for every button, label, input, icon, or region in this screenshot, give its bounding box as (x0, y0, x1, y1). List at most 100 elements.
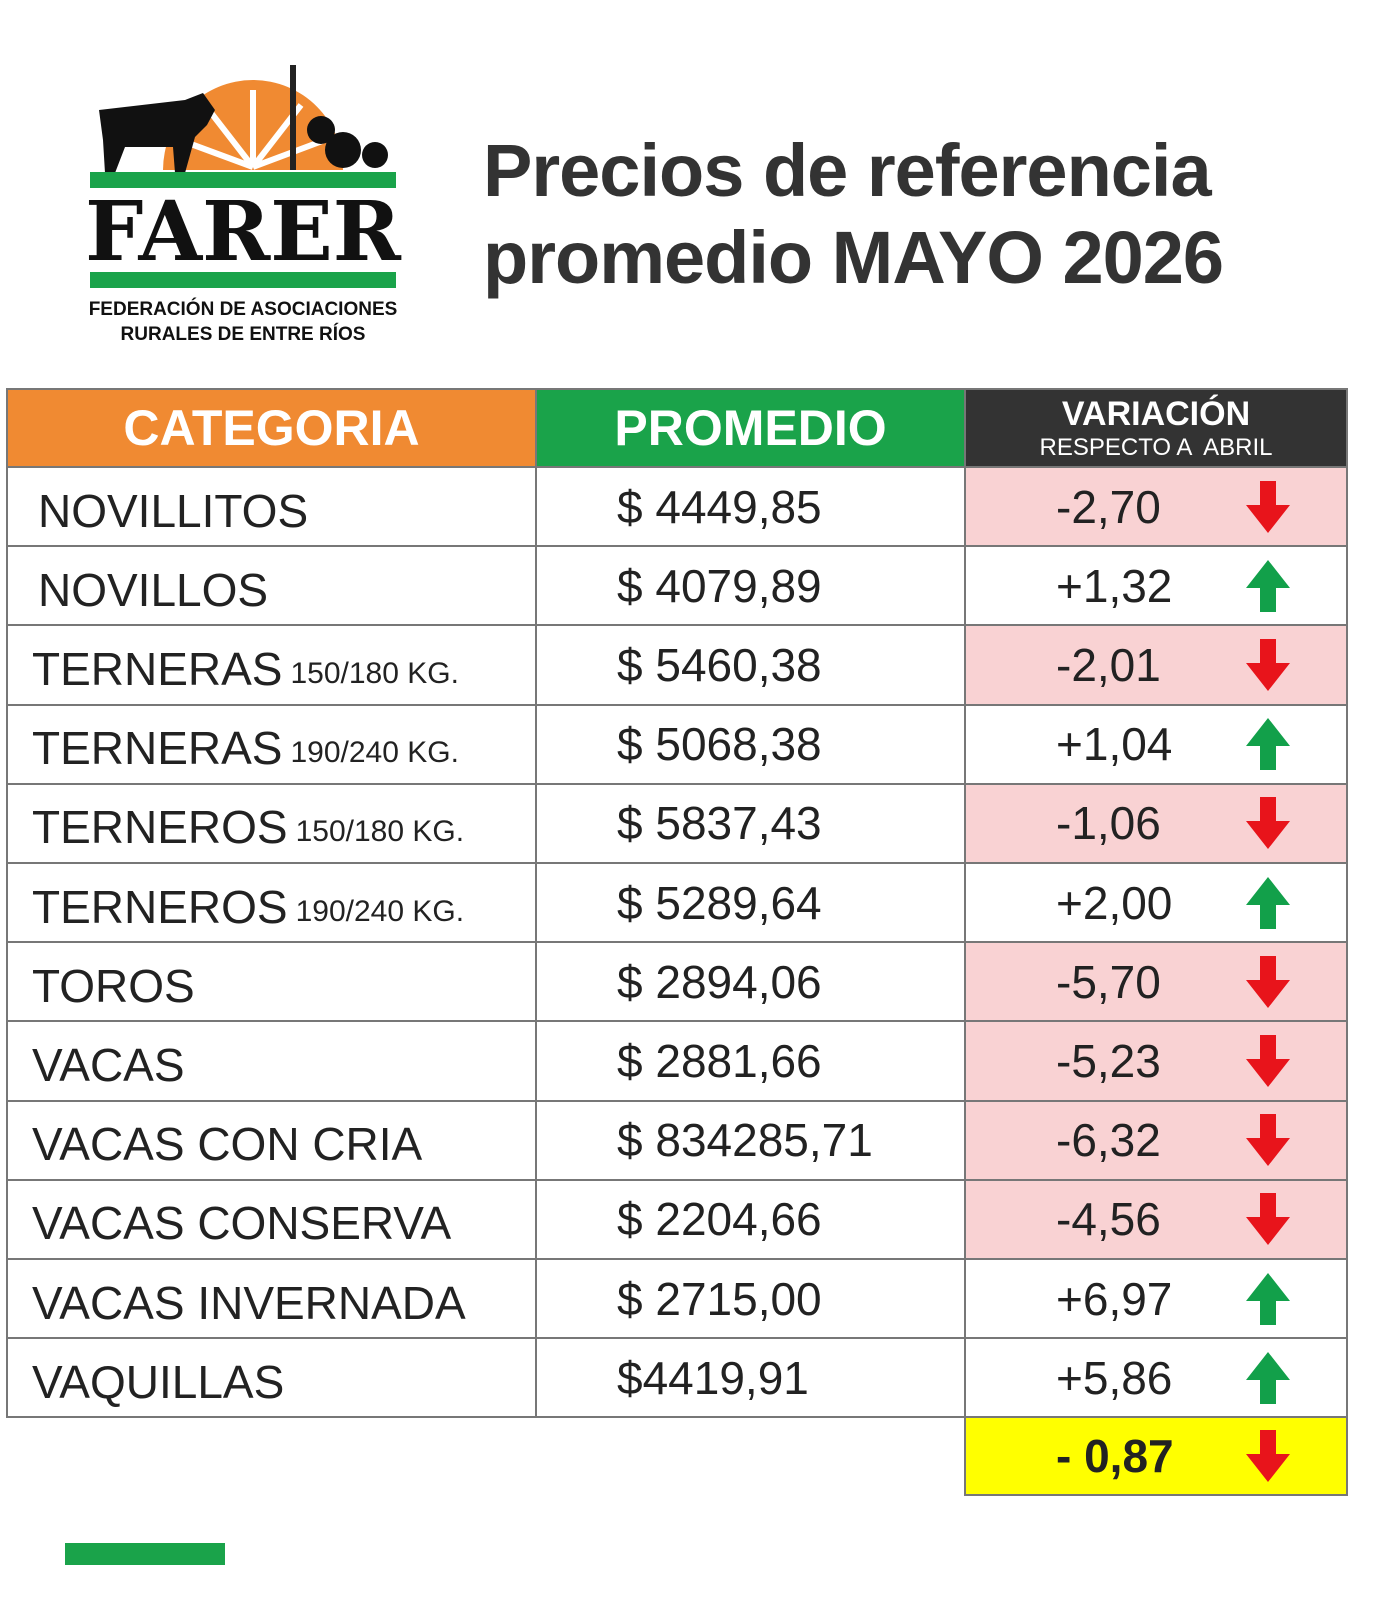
total-cell: - 0,87 (964, 1416, 1348, 1496)
category-name: TERNERAS (32, 722, 283, 775)
category-cell: VAQUILLAS (6, 1337, 537, 1419)
variation-cell: -2,01 (964, 624, 1348, 706)
trend-arrow (1246, 1034, 1290, 1087)
variation-cell: -2,70 (964, 466, 1348, 548)
average-cell: $ 2881,66 (535, 1020, 966, 1102)
average-cell: $ 5068,38 (535, 703, 966, 785)
trend-arrow (1246, 1193, 1290, 1246)
logo-name: FARER (85, 184, 402, 280)
header-variation-title: VARIACIÓN (1061, 394, 1251, 433)
trend-arrow (1246, 638, 1290, 691)
variation-value: -5,23 (1056, 1034, 1161, 1087)
average-cell: $4419,91 (535, 1337, 966, 1419)
category-cell: NOVILLOS (6, 545, 537, 627)
average-value: $ 4079,89 (617, 559, 822, 612)
category-cell: VACAS CON CRIA (6, 1099, 537, 1181)
variation-cell: -5,23 (964, 1020, 1348, 1102)
logo-subtitle: FEDERACIÓN DE ASOCIACIONES (89, 298, 398, 320)
category-name: TOROS (32, 959, 195, 1012)
average-value: $ 2204,66 (617, 1193, 822, 1246)
variation-value: +5,86 (1056, 1351, 1173, 1404)
category-cell: VACAS INVERNADA (6, 1258, 537, 1340)
trend-arrow (1246, 480, 1290, 533)
title: Precios de referencia (483, 129, 1212, 212)
variation-value: -2,01 (1056, 638, 1161, 691)
average-cell: $ 2715,00 (535, 1258, 966, 1340)
trend-arrow (1246, 797, 1290, 850)
logo-subtitle: RURALES DE ENTRE RÍOS (121, 323, 366, 345)
header-average: PROMEDIO (535, 388, 966, 468)
average-cell: $ 2894,06 (535, 941, 966, 1023)
trend-arrow (1246, 718, 1290, 771)
trend-arrow (1246, 1272, 1290, 1325)
average-cell: $ 2204,66 (535, 1178, 966, 1260)
variation-value: +6,97 (1056, 1272, 1173, 1325)
average-value: $ 4449,85 (617, 480, 822, 533)
category-name: VAQUILLAS (32, 1355, 285, 1408)
category-name: TERNEROS (32, 801, 288, 854)
variation-value: +2,00 (1056, 876, 1173, 929)
variation-cell: -4,56 (964, 1178, 1348, 1260)
variation-value: -5,70 (1056, 955, 1161, 1008)
variation-cell: -5,70 (964, 941, 1348, 1023)
category-detail: 190/240 KG. (295, 894, 465, 928)
average-value: $ 5068,38 (617, 718, 822, 771)
category-name: VACAS CONSERVA (32, 1197, 452, 1250)
category-name: NOVILLOS (38, 563, 269, 616)
average-cell: $ 4449,85 (535, 466, 966, 548)
average-value: $ 5837,43 (617, 797, 822, 850)
variation-value: -1,06 (1056, 797, 1161, 850)
average-value: $ 834285,71 (617, 1114, 873, 1167)
category-name: TERNERAS (32, 642, 283, 695)
category-detail: 150/180 KG. (295, 815, 465, 849)
average-value: $ 2894,06 (617, 955, 822, 1008)
category-name: VACAS INVERNADA (32, 1276, 466, 1329)
category-cell: NOVILLITOS (6, 466, 537, 548)
average-cell: $ 834285,71 (535, 1099, 966, 1181)
variation-cell: -1,06 (964, 782, 1348, 864)
trend-arrow (1246, 1429, 1290, 1482)
trend-arrow (1246, 1351, 1290, 1404)
variation-cell: +1,04 (964, 703, 1348, 785)
category-cell: VACAS CONSERVA (6, 1178, 537, 1260)
category-cell: TERNERAS 150/180 KG. (6, 624, 537, 706)
average-value: $ 2715,00 (617, 1272, 822, 1325)
logo-wheat (290, 65, 296, 170)
header-variation-note: RESPECTO A ABRIL (1039, 433, 1273, 461)
header-variation: VARIACIÓN RESPECTO A ABRIL (964, 388, 1348, 468)
trend-arrow (1246, 876, 1290, 929)
variation-value: +1,32 (1056, 559, 1173, 612)
category-name: VACAS (32, 1038, 185, 1091)
variation-cell: +6,97 (964, 1258, 1348, 1340)
trend-arrow (1246, 955, 1290, 1008)
title: promedio MAYO 2026 (483, 216, 1224, 299)
category-detail: 190/240 KG. (290, 736, 459, 770)
logo: FARER FEDERACIÓN DE ASOCIACIONES RURALES… (85, 65, 402, 345)
average-cell: $ 4079,89 (535, 545, 966, 627)
category-name: TERNEROS (32, 880, 288, 933)
variation-value: -4,56 (1056, 1193, 1161, 1246)
trend-arrow (1246, 1114, 1290, 1167)
variation-cell: +2,00 (964, 862, 1348, 944)
average-value: $ 2881,66 (617, 1034, 822, 1087)
category-cell: TERNEROS 190/240 KG. (6, 862, 537, 944)
category-cell: VACAS (6, 1020, 537, 1102)
category-detail: 150/180 KG. (290, 656, 459, 690)
category-cell: TOROS (6, 941, 537, 1023)
average-value: $ 5289,64 (617, 876, 822, 929)
logo-cow (99, 93, 215, 173)
footer-bar (65, 1543, 225, 1565)
category-name: NOVILLITOS (38, 484, 309, 537)
variation-cell: +1,32 (964, 545, 1348, 627)
average-cell: $ 5837,43 (535, 782, 966, 864)
average-value: $4419,91 (617, 1351, 809, 1404)
logo-bar (90, 172, 396, 188)
total-variation: - 0,87 (1056, 1429, 1174, 1482)
variation-cell: +5,86 (964, 1337, 1348, 1419)
average-cell: $ 5460,38 (535, 624, 966, 706)
variation-value: -6,32 (1056, 1114, 1161, 1167)
average-cell: $ 5289,64 (535, 862, 966, 944)
category-cell: TERNERAS 190/240 KG. (6, 703, 537, 785)
category-name: VACAS CON CRIA (32, 1118, 423, 1171)
